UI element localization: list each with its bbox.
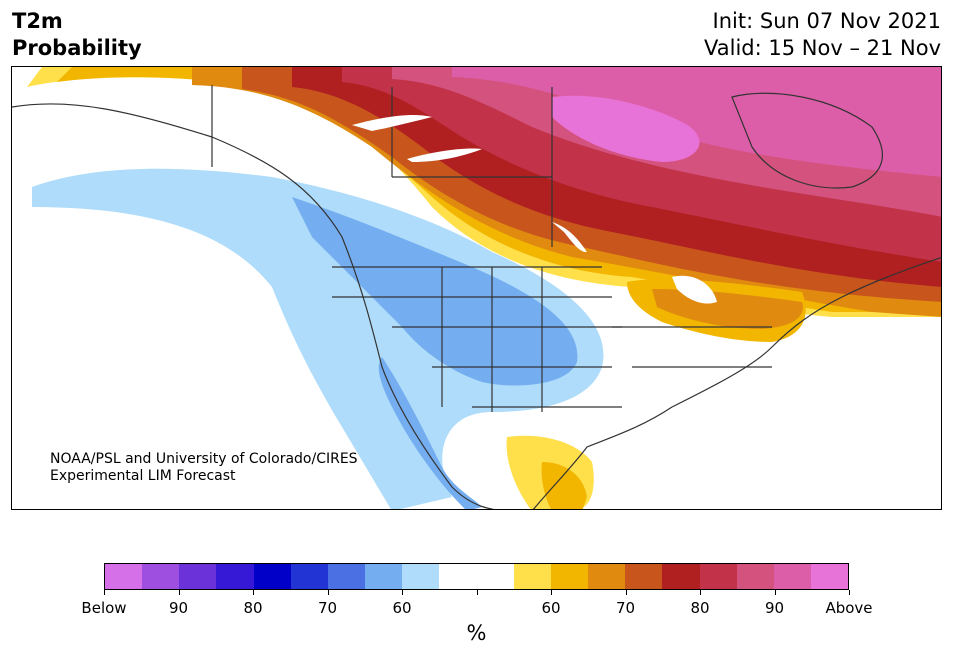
- below-band-coast: [378, 357, 482, 509]
- colorbar-segment: [550, 564, 589, 589]
- colorbar-tick: [700, 590, 701, 595]
- colorbar-tick-label: 90: [764, 599, 785, 617]
- colorbar-segment: [365, 564, 403, 589]
- lakes: [352, 114, 717, 304]
- colorbar-segment: [142, 564, 180, 589]
- coastlines: [12, 85, 941, 509]
- above-band-max: [552, 95, 700, 162]
- colorbar-segment: [290, 564, 328, 589]
- colorbar-tick: [774, 590, 776, 595]
- colorbar-segment: [588, 564, 626, 589]
- colorbar-tick-labels: Below 90 80 70 60 60 70 80 90 Above: [81, 599, 872, 617]
- colorbar-tick-label: 80: [243, 599, 263, 617]
- colorbar-segment: [736, 564, 774, 589]
- init-date: Init: Sun 07 Nov 2021: [712, 9, 941, 33]
- colorbar-units: %: [466, 621, 487, 645]
- above-band-mexico-inner: [541, 462, 587, 509]
- colorbar-tick: [104, 590, 105, 595]
- colorbar-segment: [476, 564, 514, 589]
- credit-text: NOAA/PSL and University of Colorado/CIRE…: [50, 451, 358, 485]
- colorbar-tick-label: 60: [392, 599, 412, 617]
- probability-colorbar: [104, 563, 849, 590]
- colorbar-segment: [810, 564, 849, 589]
- colorbar-tick-label: 80: [690, 599, 710, 617]
- product-label: Probability: [12, 36, 142, 60]
- colorbar-ticks: [104, 590, 850, 596]
- colorbar-tick: [178, 590, 180, 595]
- colorbar-tick-label: 60: [541, 599, 561, 617]
- colorbar-tick: [849, 590, 850, 595]
- colorbar-segment: [662, 564, 700, 589]
- colorbar-tick-label: Below: [81, 599, 127, 617]
- probability-map: [12, 67, 941, 509]
- colorbar-tick: [625, 590, 627, 595]
- below-band-60: [32, 168, 604, 509]
- colorbar-segment: [773, 564, 811, 589]
- colorbar-segment: [625, 564, 663, 589]
- colorbar-segment: [402, 564, 440, 589]
- colorbar-tick: [402, 590, 403, 595]
- above-band-east-inner: [652, 289, 803, 329]
- map-title: T2m Probability: [12, 8, 142, 62]
- colorbar-segment: [699, 564, 737, 589]
- valid-range: Valid: 15 Nov – 21 Nov: [704, 36, 941, 60]
- colorbar-segment: [513, 564, 551, 589]
- colorbar-tick-label: 70: [317, 599, 338, 617]
- map-panel: NOAA/PSL and University of Colorado/CIRE…: [11, 66, 942, 510]
- colorbar-tick-label: 90: [168, 599, 189, 617]
- above-band-95: [452, 67, 941, 177]
- colorbar-segment: [327, 564, 366, 589]
- colorbar-tick: [551, 590, 552, 595]
- forecast-dates: Init: Sun 07 Nov 2021 Valid: 15 Nov – 21…: [704, 8, 941, 62]
- colorbar-tick: [327, 590, 329, 595]
- colorbar-segment: [179, 564, 217, 589]
- colorbar-tick: [476, 590, 478, 595]
- colorbar-segment: [439, 564, 477, 589]
- colorbar-tick-label: 70: [615, 599, 636, 617]
- credit-line-1: NOAA/PSL and University of Colorado/CIRE…: [50, 451, 358, 467]
- credit-line-2: Experimental LIM Forecast: [50, 468, 236, 484]
- colorbar-tick-label: Above: [825, 599, 873, 617]
- below-band-70: [292, 197, 578, 386]
- colorbar-segment: [105, 564, 143, 589]
- colorbar-segment: [216, 564, 254, 589]
- colorbar-tick: [253, 590, 254, 595]
- variable-label: T2m: [12, 9, 63, 33]
- colorbar-segment: [253, 564, 291, 589]
